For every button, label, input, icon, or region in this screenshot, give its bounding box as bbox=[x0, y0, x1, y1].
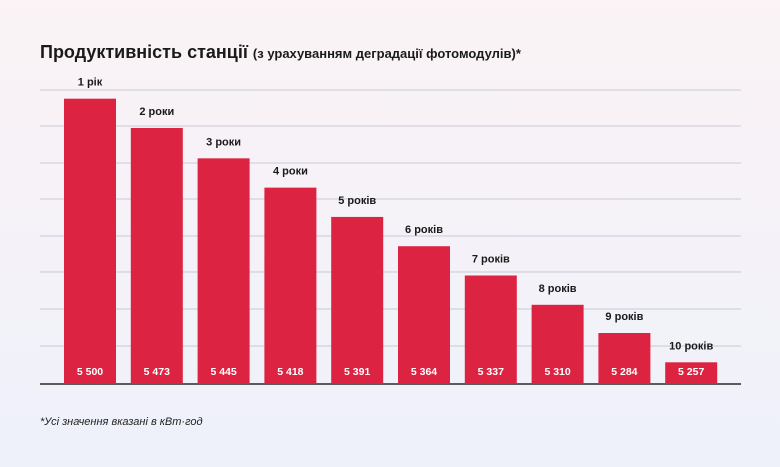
footnote: *Усі значення вказані в кВт·год bbox=[40, 416, 203, 428]
category-label: 4 роки bbox=[273, 166, 308, 178]
bar bbox=[598, 333, 651, 384]
bar bbox=[264, 187, 317, 384]
value-label: 5 418 bbox=[277, 366, 303, 378]
category-label: 8 років bbox=[539, 283, 577, 295]
bar bbox=[331, 216, 384, 384]
labels: 1 рік 5 500 2 роки 5 473 3 роки 5 445 4 роки 5 … bbox=[77, 77, 714, 378]
category-label: 2 роки bbox=[139, 106, 174, 118]
bar bbox=[64, 98, 116, 385]
chart-title: Продуктивність станції (з урахуванням де… bbox=[40, 42, 521, 63]
bars bbox=[64, 98, 718, 385]
bar bbox=[665, 362, 718, 384]
value-label: 5 364 bbox=[411, 366, 437, 378]
chart-title-sub: (з урахуванням деградації фотомодулів)* bbox=[252, 46, 521, 61]
bar bbox=[531, 304, 584, 384]
category-label: 5 років bbox=[338, 195, 376, 207]
bar bbox=[130, 127, 183, 384]
bar bbox=[197, 158, 250, 384]
value-label: 5 284 bbox=[611, 366, 637, 378]
value-label: 5 310 bbox=[544, 366, 570, 378]
category-label: 7 років bbox=[472, 254, 510, 266]
category-label: 10 років bbox=[669, 340, 713, 352]
category-label: 6 років bbox=[405, 224, 443, 236]
value-label: 5 257 bbox=[678, 366, 704, 378]
value-label: 5 500 bbox=[77, 366, 103, 378]
category-label: 3 роки bbox=[206, 136, 241, 148]
value-label: 5 391 bbox=[344, 366, 370, 378]
bar bbox=[464, 275, 517, 384]
value-label: 5 445 bbox=[210, 366, 236, 378]
value-label: 5 337 bbox=[478, 366, 504, 378]
bar bbox=[398, 246, 450, 384]
category-label: 1 рік bbox=[78, 77, 103, 89]
chart-title-main: Продуктивність станції bbox=[40, 42, 248, 62]
value-label: 5 473 bbox=[144, 366, 170, 378]
category-label: 9 років bbox=[605, 311, 643, 323]
